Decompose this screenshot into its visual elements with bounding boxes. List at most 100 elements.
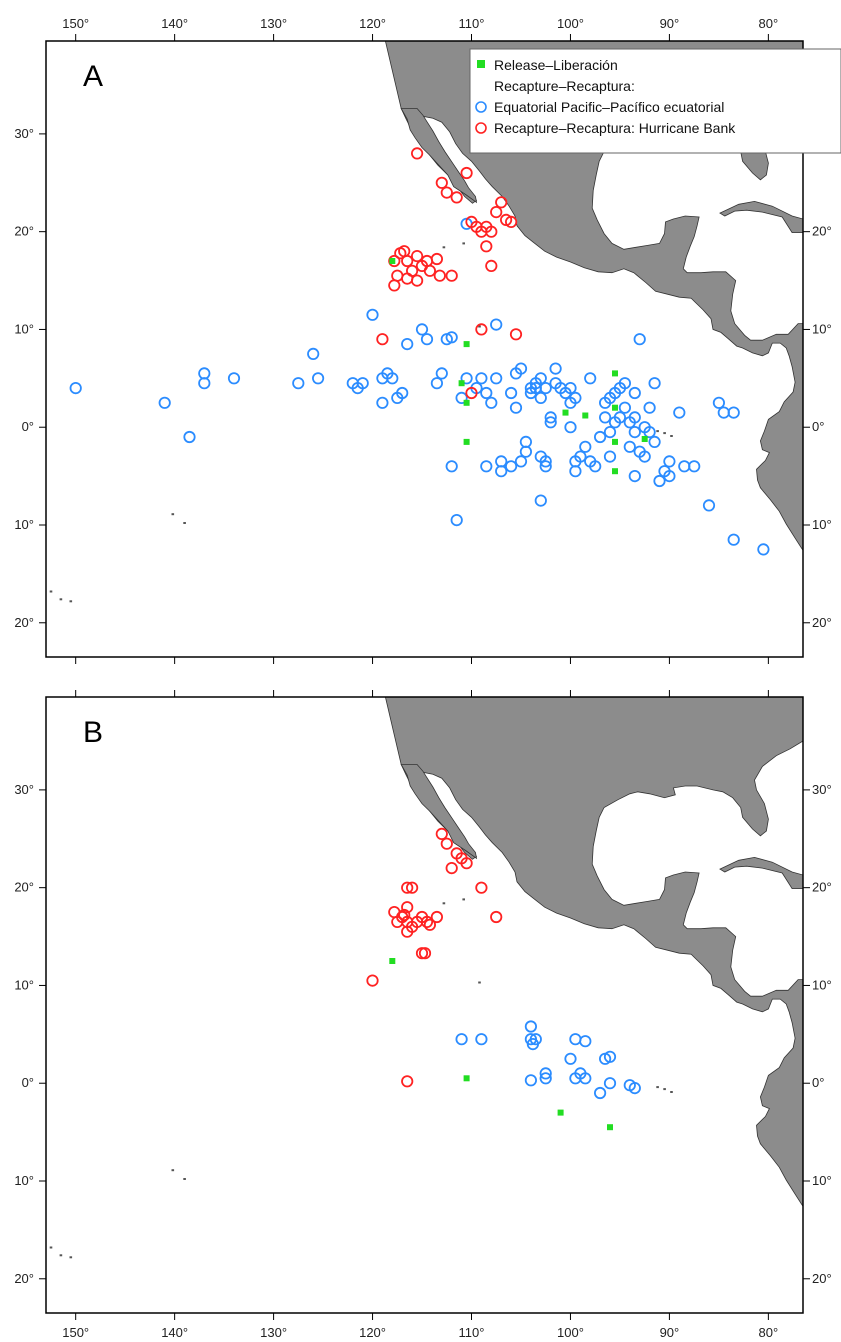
cuba-island: [719, 856, 803, 889]
lon-tick-label: 90°: [660, 1325, 680, 1340]
recapture-hurricane-point: [450, 191, 463, 204]
recapture-equatorial-point: [643, 425, 656, 439]
recapture-equatorial-point: [702, 499, 716, 512]
recapture-hurricane-point: [435, 827, 448, 841]
recapture-equatorial-point: [663, 455, 676, 468]
recapture-equatorial-point: [603, 1050, 617, 1063]
recapture-hurricane-point: [401, 254, 414, 268]
recapture-equatorial-point: [227, 372, 241, 385]
recapture-equatorial-point: [673, 406, 686, 419]
legend-box: [469, 48, 841, 154]
recapture-equatorial-point: [475, 1033, 488, 1046]
recapture-equatorial-point: [198, 377, 211, 390]
recapture-equatorial-point: [579, 1035, 592, 1048]
release-point: [463, 399, 470, 406]
map-panel-b: 150° 140° 130° 120° 110° 100° 90° 80° 30° 30° 20° 2…: [14, 690, 832, 1340]
recapture-equatorial-point: [485, 396, 498, 409]
lat-tick-label-left: 20°: [14, 224, 34, 239]
island-mark: [59, 598, 63, 601]
recapture-equatorial-point: [198, 367, 211, 380]
lat-tick-label-right: 0°: [812, 1075, 824, 1090]
island-mark: [171, 513, 175, 516]
legend-circle-marker: [475, 122, 487, 134]
recapture-equatorial-point: [618, 377, 632, 390]
island-mark: [478, 981, 481, 984]
legend-circle-marker: [475, 101, 487, 113]
recapture-equatorial-point: [663, 469, 676, 483]
recapture-equatorial-point: [603, 450, 617, 463]
release-point: [641, 436, 648, 442]
lon-tick-label: 130°: [260, 16, 287, 31]
recapture-hurricane-point: [433, 269, 446, 282]
recapture-equatorial-point: [490, 372, 503, 385]
recapture-equatorial-point: [648, 377, 661, 390]
recapture-hurricane-point: [410, 274, 424, 287]
recapture-equatorial-point: [396, 386, 409, 400]
island-mark: [69, 600, 73, 603]
recapture-hurricane-point: [475, 881, 488, 894]
recapture-hurricane-point: [420, 915, 434, 929]
recapture-hurricane-point: [445, 269, 458, 282]
recapture-hurricane-point: [475, 323, 488, 336]
recapture-hurricane-point: [401, 272, 414, 285]
recapture-equatorial-point: [564, 381, 577, 395]
lat-tick-label-left: 30°: [14, 782, 34, 797]
island-mark: [69, 1256, 73, 1259]
recapture-hurricane-point: [401, 1075, 414, 1088]
recapture-equatorial-point: [386, 372, 399, 385]
panel-label: A: [83, 60, 103, 93]
land-layer: [49, 697, 803, 1259]
recapture-equatorial-point: [584, 372, 597, 385]
release-point: [612, 404, 618, 411]
island-mark: [670, 435, 673, 437]
release-point: [463, 438, 470, 445]
recapture-equatorial-point: [455, 1033, 468, 1046]
recapture-equatorial-point: [569, 1033, 582, 1046]
recapture-hurricane-point: [440, 186, 453, 199]
lon-tick-label: 140°: [161, 1325, 188, 1340]
baja-peninsula: [400, 108, 478, 204]
island-mark: [442, 246, 446, 249]
panel-label: B: [83, 716, 103, 749]
recapture-hurricane-point: [423, 918, 436, 931]
lon-tick-label: 120°: [359, 16, 386, 31]
recapture-equatorial-point: [183, 430, 196, 444]
recapture-hurricane-point: [388, 279, 401, 292]
recapture-equatorial-point: [628, 469, 641, 483]
recapture-hurricane-point: [485, 225, 498, 238]
recapture-hurricane-point: [410, 147, 424, 160]
recapture-hurricane-point: [499, 213, 513, 226]
lon-tick-label: 110°: [459, 1325, 485, 1340]
island-mark: [478, 325, 481, 328]
island-mark: [656, 430, 659, 433]
points-layer: [366, 827, 641, 1131]
island-mark: [656, 1086, 659, 1089]
recapture-equatorial-point: [628, 425, 641, 439]
recapture-hurricane-point: [430, 910, 443, 924]
release-point: [389, 258, 396, 264]
lat-tick-label-right: 10°: [812, 517, 832, 532]
recapture-equatorial-point: [678, 460, 691, 473]
recapture-equatorial-point: [603, 425, 617, 439]
legend-release-marker: [477, 60, 485, 68]
recapture-equatorial-point: [445, 460, 458, 473]
release-point: [607, 1124, 613, 1131]
recapture-equatorial-point: [519, 435, 533, 448]
recapture-hurricane-point: [435, 176, 448, 189]
recapture-hurricane-point: [495, 196, 508, 209]
recapture-hurricane-point: [405, 881, 419, 894]
island-mark: [171, 1169, 175, 1172]
lat-tick-label-left: 0°: [22, 1075, 34, 1090]
legend: Release–Liberación Recapture–Recaptura: Eq…: [469, 48, 841, 154]
recapture-equatorial-point: [589, 460, 602, 473]
recapture-hurricane-point: [465, 215, 478, 228]
lon-tick-label: 150°: [62, 1325, 89, 1340]
recapture-hurricane-point: [423, 264, 436, 277]
recapture-equatorial-point: [613, 411, 627, 424]
recapture-equatorial-point: [524, 1074, 538, 1087]
recapture-equatorial-point: [366, 308, 379, 321]
recapture-equatorial-point: [727, 533, 740, 546]
recapture-equatorial-point: [519, 445, 533, 458]
map-panel-a: 150°140°130°120°110°100°90°80°30°30°20°2…: [14, 16, 841, 664]
lat-tick-label-right: 10°: [812, 977, 832, 992]
